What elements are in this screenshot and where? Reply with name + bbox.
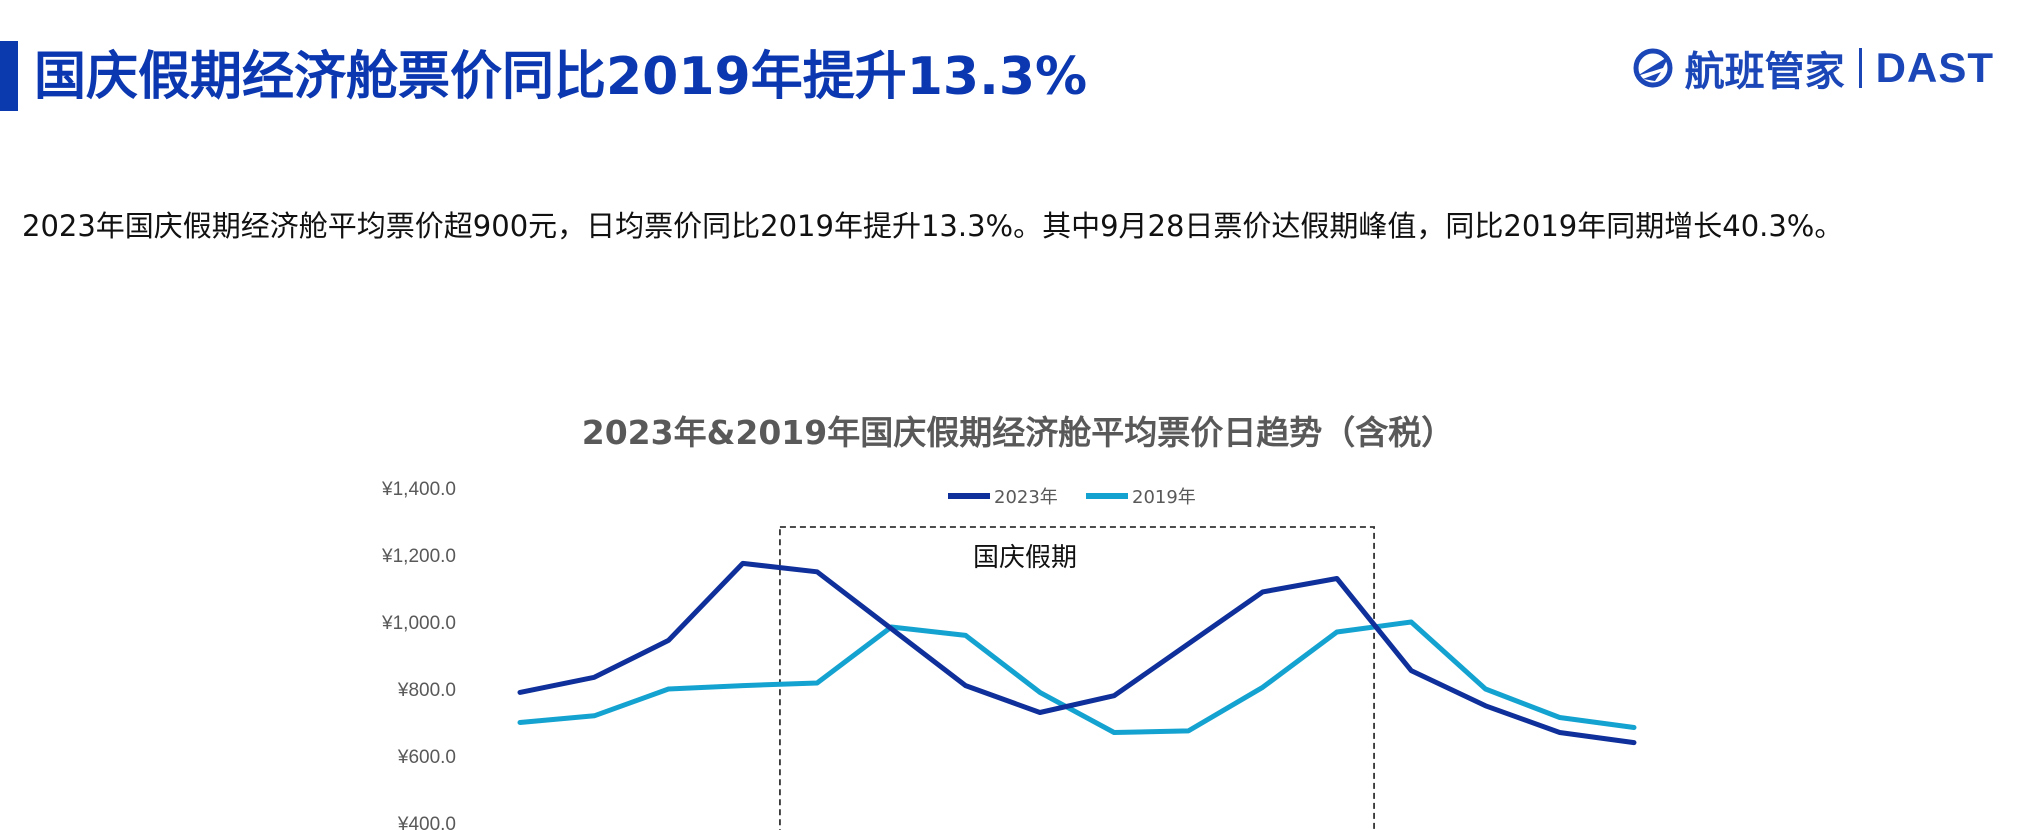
globe-plane-icon: [1633, 48, 1673, 88]
brand-name-en: DAST: [1875, 44, 1994, 91]
y-axis: ¥1,400.0 ¥1,200.0 ¥1,000.0 ¥800.0 ¥600.0 ¥400…: [381, 479, 456, 830]
summary-text: 2023年国庆假期经济舱平均票价超900元，日均票价同比2019年提升13.3%…: [22, 209, 1844, 243]
y-tick-label: ¥1,000.0: [381, 613, 456, 634]
series-line: [517, 560, 1637, 746]
y-tick-label: ¥1,200.0: [381, 546, 456, 567]
y-tick-label: ¥800.0: [397, 680, 456, 701]
y-tick-label: ¥1,400.0: [381, 479, 456, 500]
legend: 2023年 2019年: [948, 487, 1196, 508]
page-title: 国庆假期经济舱票价同比2019年提升13.3%: [34, 47, 1088, 107]
chart-title: 2023年&2019年国庆假期经济舱平均票价日趋势（含税）: [582, 413, 1454, 452]
legend-label: 2023年: [994, 487, 1058, 508]
title-accent-bar: [0, 41, 18, 111]
y-tick-label: ¥400.0: [397, 814, 456, 830]
brand-divider: [1858, 48, 1862, 88]
holiday-period-box: [779, 526, 1375, 830]
brand-logo: 航班管家 DAST: [1631, 42, 1994, 95]
legend-label: 2019年: [1132, 487, 1196, 508]
holiday-period-label: 国庆假期: [973, 543, 1077, 573]
y-tick-label: ¥600.0: [397, 747, 456, 768]
brand-name-cn: 航班管家: [1684, 49, 1845, 95]
series-lines: [517, 560, 1637, 746]
series-line: [517, 619, 1637, 735]
